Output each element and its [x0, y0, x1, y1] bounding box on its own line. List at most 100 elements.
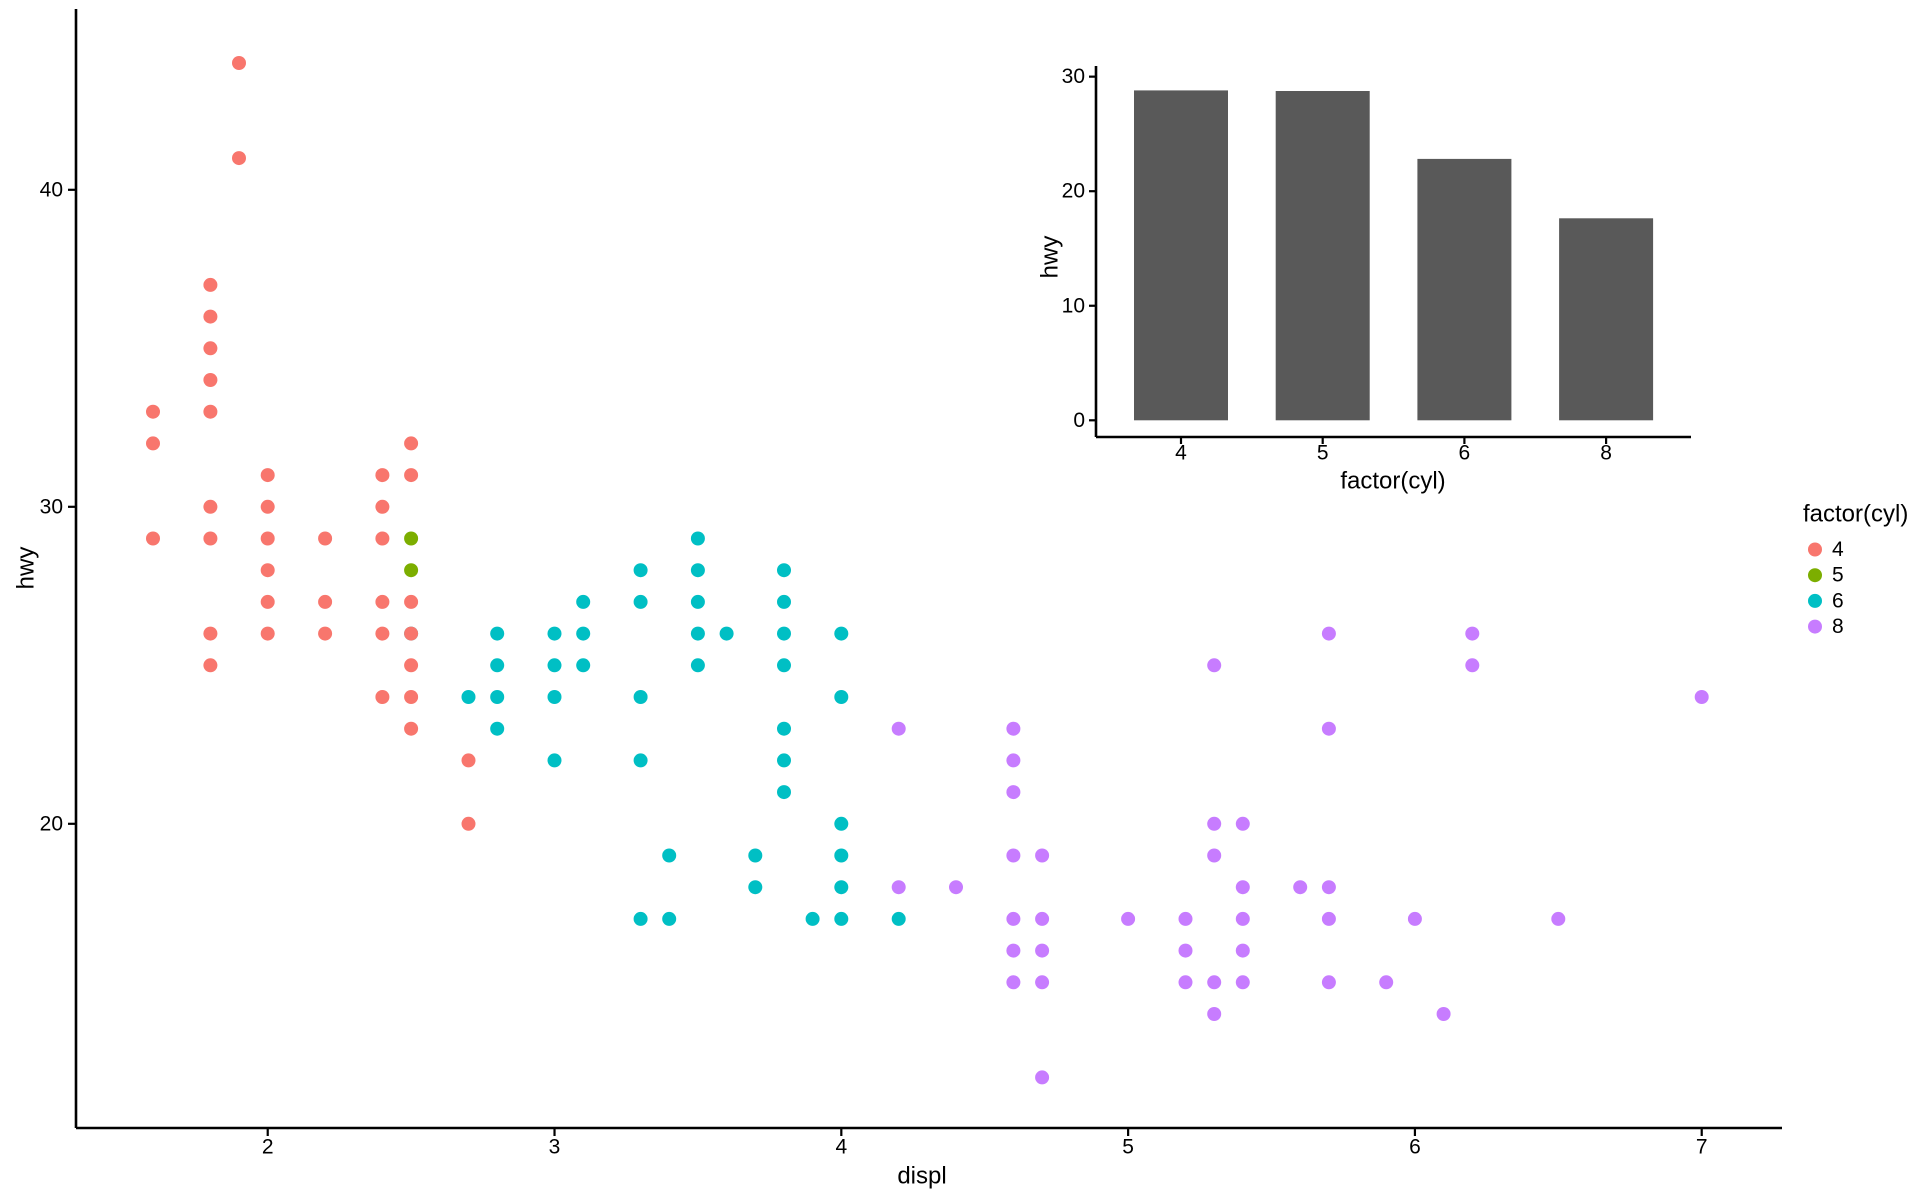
scatter-point-cyl8 — [1006, 753, 1021, 768]
scatter-point-cyl4 — [260, 499, 275, 514]
x-tick-label: 3 — [549, 1136, 561, 1159]
legend: factor(cyl) 4 56 8 — [1803, 501, 1908, 639]
scatter-point-cyl6 — [834, 911, 849, 926]
scatter-point-cyl4 — [404, 594, 419, 609]
scatter-point-cyl4 — [461, 753, 476, 768]
legend-title: factor(cyl) — [1803, 501, 1908, 528]
scatter-point-cyl4 — [375, 626, 390, 641]
scatter-point-cyl6 — [777, 626, 791, 641]
x-axis-title: displ — [897, 1163, 946, 1190]
scatter-point-cyl4 — [203, 404, 218, 419]
scatter-point-cyl8 — [1207, 1007, 1222, 1021]
scatter-point-cyl6 — [834, 880, 849, 895]
x-tick-label: 4 — [835, 1136, 847, 1159]
scatter-point-cyl4 — [318, 531, 333, 546]
scatter-point-cyl4 — [375, 468, 390, 483]
legend-key-dot-8 — [1808, 619, 1822, 634]
y-tick-label: 20 — [40, 812, 63, 835]
inset-x-tick-label: 6 — [1459, 442, 1471, 465]
scatter-point-cyl4 — [203, 531, 218, 546]
scatter-point-cyl8 — [1235, 911, 1250, 926]
scatter-point-cyl6 — [662, 848, 677, 863]
bar-cyl6 — [1417, 158, 1512, 421]
scatter-point-cyl6 — [690, 626, 705, 641]
scatter-point-cyl8 — [1035, 1070, 1050, 1085]
scatter-point-cyl5 — [404, 531, 419, 546]
scatter-point-cyl8 — [1379, 975, 1394, 990]
scatter-point-cyl6 — [461, 690, 476, 704]
scatter-point-cyl8 — [1035, 975, 1050, 990]
scatter-point-cyl4 — [232, 151, 246, 166]
scatter-point-cyl8 — [1235, 880, 1250, 895]
scatter-point-cyl6 — [490, 626, 505, 641]
x-tick-label: 2 — [262, 1136, 274, 1159]
scatter-point-cyl4 — [375, 594, 390, 609]
scatter-point-cyl8 — [1465, 626, 1480, 641]
bar-cyl8 — [1559, 218, 1654, 421]
scatter-point-cyl6 — [576, 626, 591, 641]
scatter-point-cyl4 — [404, 721, 419, 736]
scatter-point-cyl6 — [633, 563, 648, 578]
scatter-point-cyl8 — [1207, 658, 1222, 673]
scatter-point-cyl4 — [404, 436, 419, 451]
legend-key-dot-4 — [1808, 542, 1822, 557]
scatter-point-cyl6 — [690, 531, 705, 546]
x-tick-label: 7 — [1696, 1136, 1708, 1159]
bar-cyl5 — [1275, 91, 1370, 421]
scatter-point-cyl6 — [662, 911, 677, 926]
scatter-point-cyl4 — [203, 658, 218, 673]
scatter-point-cyl4 — [404, 658, 419, 673]
scatter-point-cyl4 — [203, 626, 218, 641]
scatter-point-cyl8 — [1006, 721, 1021, 736]
scatter-point-cyl8 — [1207, 848, 1222, 863]
scatter-point-cyl8 — [1035, 848, 1050, 863]
scatter-point-cyl8 — [1178, 911, 1193, 926]
legend-key-dot-6 — [1808, 593, 1822, 608]
scatter-point-cyl8 — [1006, 975, 1021, 990]
scatter-point-cyl6 — [576, 658, 591, 673]
scatter-point-cyl6 — [490, 690, 505, 704]
scatter-point-cyl6 — [777, 594, 791, 609]
scatter-point-cyl8 — [1035, 943, 1050, 958]
scatter-point-cyl4 — [404, 690, 419, 704]
scatter-point-cyl8 — [1235, 816, 1250, 831]
scatter-point-cyl6 — [547, 626, 562, 641]
legend-label-8: 8 — [1832, 615, 1844, 638]
inset-x-tick-label: 5 — [1317, 442, 1329, 465]
scatter-point-cyl8 — [1207, 975, 1222, 990]
scatter-point-cyl4 — [146, 531, 160, 546]
scatter-point-cyl8 — [1006, 785, 1021, 800]
scatter-point-cyl8 — [1178, 975, 1193, 990]
scatter-point-cyl6 — [834, 848, 849, 863]
scatter-point-cyl8 — [1694, 690, 1709, 704]
x-tick-label: 6 — [1409, 1136, 1421, 1159]
scatter-point-cyl6 — [690, 563, 705, 578]
scatter-point-cyl6 — [777, 753, 791, 768]
scatter-point-cyl6 — [748, 880, 763, 895]
inset-y-axis-title: hwy — [1037, 236, 1064, 279]
scatter-point-cyl6 — [748, 848, 763, 863]
scatter-point-cyl4 — [203, 341, 218, 356]
inset-axes: 0 10 20 30 4 5 6 8 — [1062, 65, 1691, 465]
scatter-point-cyl8 — [891, 721, 906, 736]
scatter-point-cyl8 — [1465, 658, 1480, 673]
scatter-point-cyl8 — [1006, 943, 1021, 958]
scatter-point-cyl4 — [260, 626, 275, 641]
scatter-point-cyl4 — [203, 277, 218, 292]
scatter-point-cyl8 — [1321, 975, 1336, 990]
scatter-point-cyl8 — [1321, 911, 1336, 926]
scatter-point-cyl4 — [260, 531, 275, 546]
scatter-point-cyl4 — [461, 816, 476, 831]
scatter-point-cyl6 — [633, 690, 648, 704]
scatter-point-cyl6 — [777, 785, 791, 800]
scatter-point-cyl8 — [1321, 626, 1336, 641]
scatter-point-cyl4 — [375, 690, 390, 704]
scatter-point-cyl6 — [834, 816, 849, 831]
scatter-point-cyl8 — [1006, 911, 1021, 926]
scatter-point-cyl8 — [949, 880, 963, 895]
inset-y-tick-label: 0 — [1073, 409, 1085, 432]
